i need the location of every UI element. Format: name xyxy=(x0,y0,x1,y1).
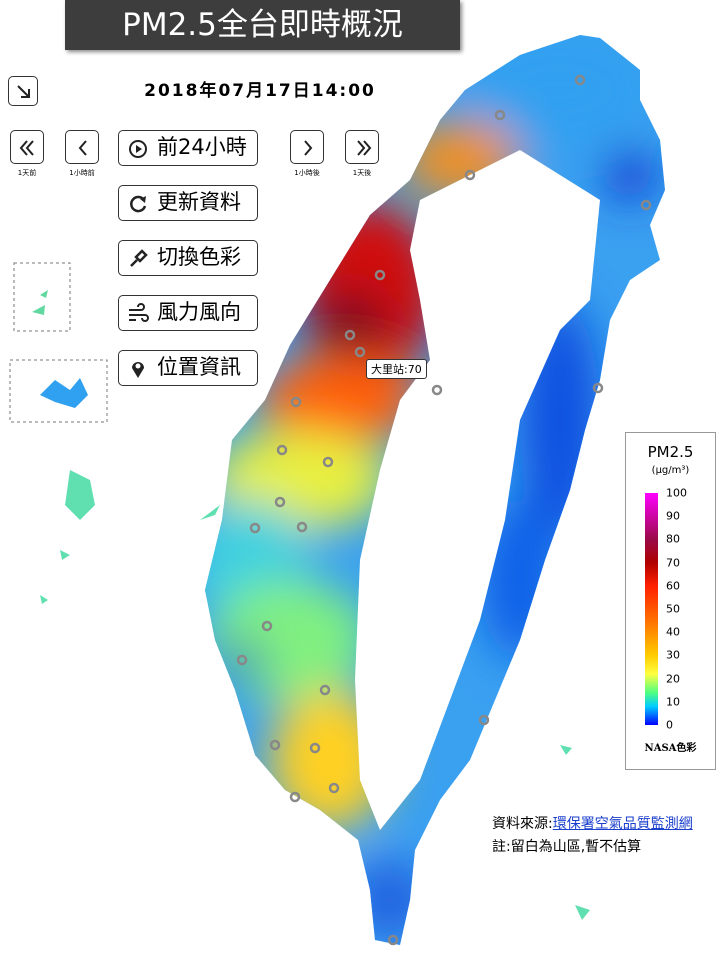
legend-tick: 50 xyxy=(666,602,680,616)
source: 資料來源:環保署空氣品質監測網 xyxy=(492,813,693,833)
refresh-button[interactable]: 更新資料 xyxy=(118,185,258,221)
button-label: 切換色彩 xyxy=(157,245,241,269)
collapse-button[interactable] xyxy=(8,76,38,106)
inset-kinmen xyxy=(9,359,108,423)
legend-tick: 30 xyxy=(666,648,680,662)
source-link[interactable]: 環保署空氣品質監測網 xyxy=(552,816,693,832)
wind-button[interactable]: 風力風向 xyxy=(118,295,258,331)
legend-unit: (μg/m³) xyxy=(651,465,690,476)
nav-label: 1天前 xyxy=(17,169,37,177)
note: 註:留白為山區,暫不估算 xyxy=(492,839,642,855)
stations xyxy=(236,74,652,946)
last-24h-button[interactable]: 前24小時 xyxy=(118,130,258,166)
legend-tick: 70 xyxy=(666,556,680,570)
source-label: 資料來源: xyxy=(492,816,553,832)
button-label: 前24小時 xyxy=(157,135,247,159)
location-button[interactable]: 位置資訊 xyxy=(118,350,258,386)
station-tooltip: 大里站:70 xyxy=(366,359,427,379)
legend-tick: 90 xyxy=(666,509,680,523)
inset-matsu xyxy=(13,262,71,332)
nav-label: 1天後 xyxy=(352,169,372,177)
day-back-button[interactable] xyxy=(10,130,44,164)
legend-tick: 20 xyxy=(666,672,680,686)
hour-forward-button[interactable] xyxy=(290,130,324,164)
legend-footer: NASA色彩 xyxy=(644,743,697,754)
button-label: 更新資料 xyxy=(157,190,241,214)
legend-tick: 100 xyxy=(666,486,687,500)
legend-tick: 10 xyxy=(666,695,680,709)
color-button[interactable]: 切換色彩 xyxy=(118,240,258,276)
button-label: 位置資訊 xyxy=(157,355,241,379)
title: PM2.5全台即時概況 xyxy=(65,0,460,50)
nav-label: 1小時後 xyxy=(294,169,320,177)
legend-tick: 0 xyxy=(666,718,673,732)
datetime: 2018年07月17日14:00 xyxy=(144,81,376,101)
legend-tick: 40 xyxy=(666,625,680,639)
day-forward-button[interactable] xyxy=(345,130,379,164)
legend-title: PM2.5 xyxy=(647,443,694,461)
hour-back-button[interactable] xyxy=(65,130,99,164)
color-bar xyxy=(645,493,658,725)
legend-tick: 60 xyxy=(666,579,680,593)
legend: PM2.5 (μg/m³) NASA色彩 100 90 80 70 60 50 40 30 20… xyxy=(625,432,716,770)
legend-tick: 80 xyxy=(666,532,680,546)
button-label: 風力風向 xyxy=(157,300,241,324)
nav-label: 1小時前 xyxy=(69,169,95,177)
